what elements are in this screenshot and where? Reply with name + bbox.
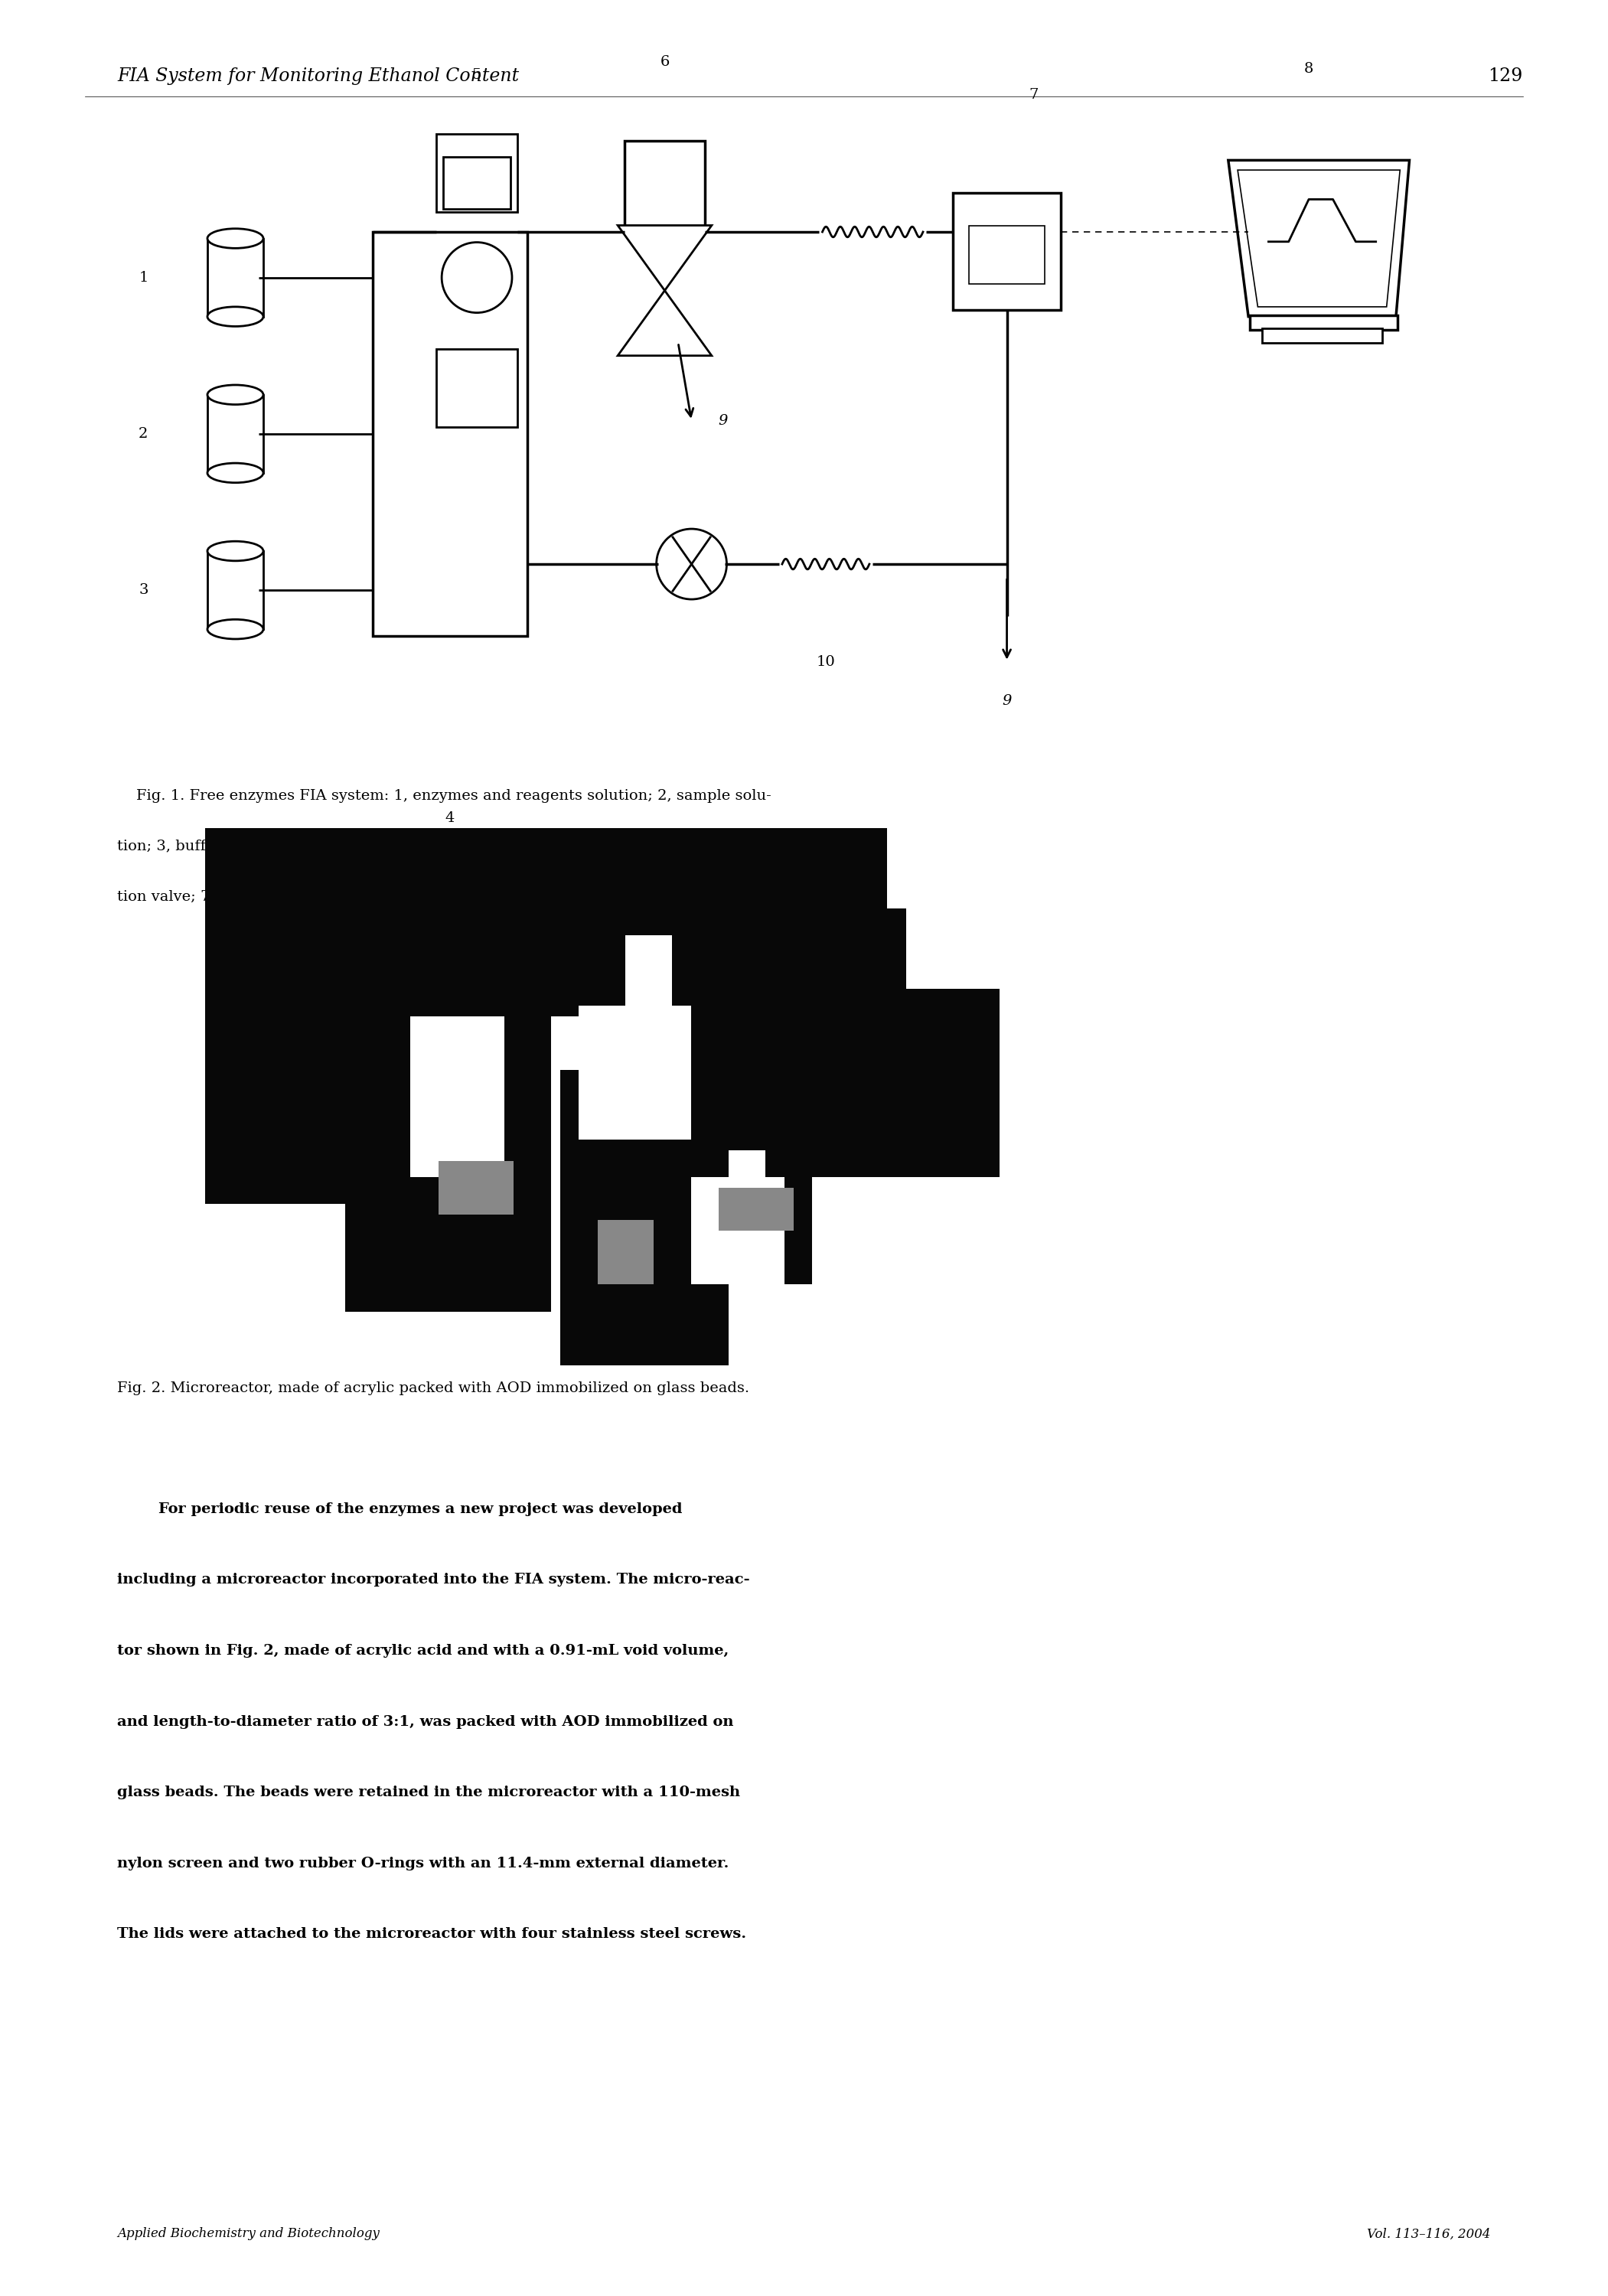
Ellipse shape (442, 243, 511, 312)
Text: tion valve; 7, colorimeter; 8, computer; 9, waste; 10, coil.: tion valve; 7, colorimeter; 8, computer;… (117, 891, 552, 905)
Bar (970, 225, 1045, 285)
Bar (207, 239, 264, 317)
Text: 10: 10 (817, 654, 835, 668)
Bar (204, 829, 373, 1203)
Ellipse shape (207, 386, 264, 404)
Text: Vol. 113–116, 2004: Vol. 113–116, 2004 (1367, 2227, 1491, 2241)
Bar (437, 349, 518, 427)
Polygon shape (1229, 161, 1409, 317)
Text: The lids were attached to the microreactor with four stainless steel screws.: The lids were attached to the microreact… (117, 1926, 746, 1940)
Text: 3: 3 (138, 583, 148, 597)
Text: 6: 6 (659, 55, 669, 69)
Text: Fig. 1. Free enzymes FIA system: 1, enzymes and reagents solution; 2, sample sol: Fig. 1. Free enzymes FIA system: 1, enzy… (117, 790, 772, 804)
Bar (439, 1162, 513, 1215)
Bar (1249, 315, 1397, 331)
Bar (954, 193, 1061, 310)
Bar (719, 1187, 794, 1231)
Text: 1: 1 (138, 271, 148, 285)
Polygon shape (1238, 170, 1401, 308)
Ellipse shape (656, 528, 727, 599)
Bar (204, 829, 1140, 1366)
Bar (1262, 328, 1383, 342)
Ellipse shape (207, 620, 264, 638)
Text: Applied Biochemistry and Biotechnology: Applied Biochemistry and Biotechnology (117, 2227, 379, 2241)
Ellipse shape (207, 230, 264, 248)
Bar (859, 1070, 971, 1339)
Bar (672, 909, 905, 1150)
Text: Fig. 2. Microreactor, made of acrylic packed with AOD immobilized on glass beads: Fig. 2. Microreactor, made of acrylic pa… (117, 1382, 749, 1396)
Text: 7: 7 (1029, 87, 1039, 101)
Text: and length-to-diameter ratio of 3:1, was packed with AOD immobilized on: and length-to-diameter ratio of 3:1, was… (117, 1715, 733, 1729)
Bar (598, 1219, 653, 1283)
Bar (373, 232, 527, 636)
Bar (207, 551, 264, 629)
Bar (513, 829, 888, 934)
Bar (207, 395, 264, 473)
Text: 2: 2 (138, 427, 148, 441)
Polygon shape (617, 225, 712, 292)
Bar (560, 1070, 728, 1366)
Polygon shape (617, 292, 712, 356)
Ellipse shape (207, 308, 264, 326)
Bar (410, 1017, 503, 1178)
Bar (905, 990, 999, 1366)
Bar (812, 1178, 1018, 1366)
Text: 5: 5 (473, 69, 481, 83)
Bar (486, 829, 626, 1017)
Bar (346, 829, 550, 1311)
Text: 9: 9 (719, 413, 728, 427)
Text: glass beads. The beads were retained in the microreactor with a 110-mesh: glass beads. The beads were retained in … (117, 1786, 740, 1800)
Text: 4: 4 (445, 810, 455, 824)
Text: 8: 8 (1304, 62, 1314, 76)
Text: 9: 9 (1002, 693, 1011, 707)
Bar (437, 133, 518, 211)
Ellipse shape (207, 464, 264, 482)
Text: 129: 129 (1487, 67, 1523, 85)
Text: FIA System for Monitoring Ethanol Content: FIA System for Monitoring Ethanol Conten… (117, 67, 519, 85)
Bar (765, 1150, 905, 1283)
Text: For periodic reuse of the enzymes a new project was developed: For periodic reuse of the enzymes a new … (117, 1502, 682, 1515)
Bar (444, 156, 510, 209)
Text: including a microreactor incorporated into the FIA system. The micro-reac-: including a microreactor incorporated in… (117, 1573, 749, 1587)
Bar (579, 1006, 691, 1139)
Ellipse shape (207, 542, 264, 560)
Bar (691, 1178, 785, 1283)
Text: nylon screen and two rubber O-rings with an 11.4-mm external diameter.: nylon screen and two rubber O-rings with… (117, 1857, 728, 1871)
Text: tor shown in Fig. 2, made of acrylic acid and with a 0.91-mL void volume,: tor shown in Fig. 2, made of acrylic aci… (117, 1644, 728, 1658)
Text: tion; 3, buffer solution; 4, peristaltic pump; 5, three-channel valve; 6, six-ch: tion; 3, buffer solution; 4, peristaltic… (117, 840, 778, 854)
Bar (624, 140, 704, 232)
